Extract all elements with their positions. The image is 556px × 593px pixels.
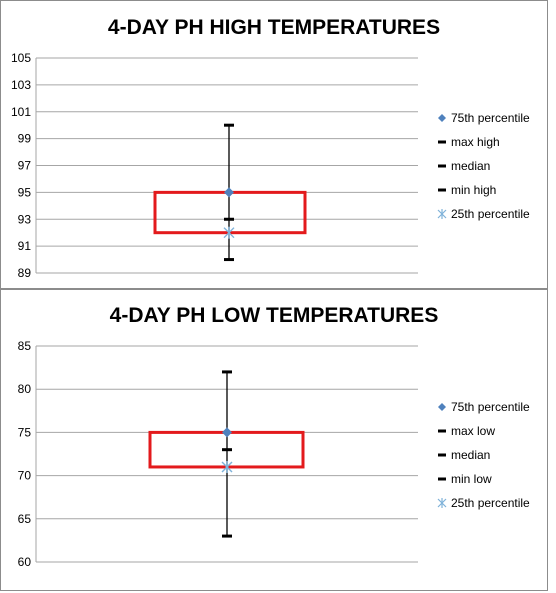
y-tick-label: 101 [11, 105, 31, 119]
y-tick-label: 75 [18, 425, 32, 439]
chart-title: 4-DAY PH HIGH TEMPERATURES [108, 16, 440, 39]
legend-item-label: max low [451, 424, 495, 438]
y-tick-label: 97 [18, 159, 32, 173]
y-tick-label: 105 [11, 51, 31, 65]
y-tick-label: 85 [18, 339, 32, 353]
legend-item-label: 25th percentile [451, 207, 530, 221]
legend-diamond-icon [438, 403, 446, 411]
legend-diamond-icon [438, 114, 446, 122]
low-temperature-chart-svg: 4-DAY PH LOW TEMPERATURES 60 65 70 75 80 85 75… [18, 304, 530, 569]
high-temperature-chart-svg: 4-DAY PH HIGH TEMPERATURES 89 91 93 95 97 99 1… [11, 16, 530, 280]
high-temperature-chart: 4-DAY PH HIGH TEMPERATURES 89 91 93 95 97 99 1… [0, 0, 548, 289]
y-tick-label: 65 [18, 512, 32, 526]
legend-item-label: min low [451, 472, 492, 486]
y-tick-label: 93 [18, 212, 32, 226]
legend-item-label: min high [451, 183, 496, 197]
legend-item-label: median [451, 448, 490, 462]
legend-item-label: max high [451, 135, 500, 149]
y-tick-label: 103 [11, 78, 31, 92]
p75-marker [224, 187, 234, 198]
p25-marker [223, 226, 235, 239]
legend-item-label: 25th percentile [451, 496, 530, 510]
y-tick-label: 95 [18, 185, 32, 199]
legend-item-label: 75th percentile [451, 111, 530, 125]
y-tick-label: 70 [18, 469, 32, 483]
box [153, 190, 307, 235]
y-tick-label: 80 [18, 382, 32, 396]
p25-marker [221, 460, 233, 473]
chart-title: 4-DAY PH LOW TEMPERATURES [110, 304, 439, 327]
legend-item-label: median [451, 159, 490, 173]
y-tick-label: 89 [18, 266, 32, 280]
legend-asterisk-icon [437, 209, 447, 219]
low-temperature-chart: 4-DAY PH LOW TEMPERATURES 60 65 70 75 80 85 75… [0, 289, 548, 591]
y-tick-label: 99 [18, 132, 32, 146]
legend-asterisk-icon [437, 498, 447, 508]
p75-marker [222, 427, 232, 438]
legend-item-label: 75th percentile [451, 400, 530, 414]
y-tick-label: 60 [18, 555, 32, 569]
y-tick-label: 91 [18, 239, 32, 253]
